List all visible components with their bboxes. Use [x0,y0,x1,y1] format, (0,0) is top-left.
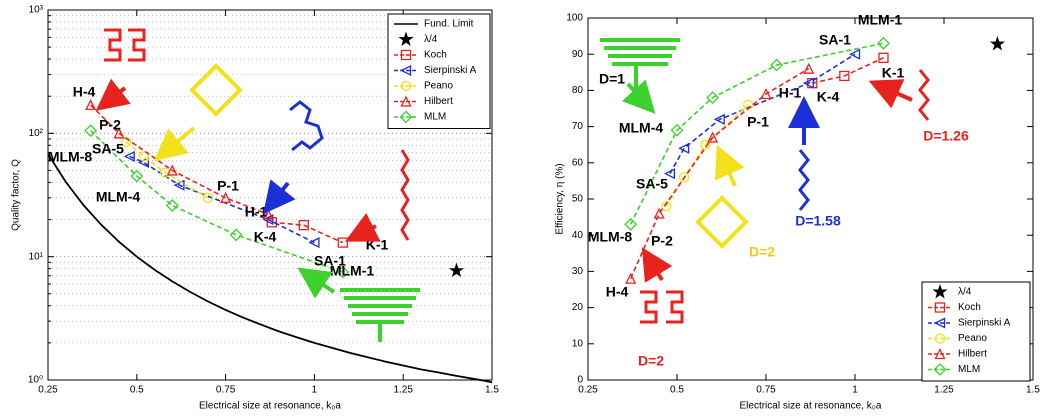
annotation: D=2 [638,353,664,369]
legend-label: MLM [958,364,980,375]
legend-label: λ/4 [958,287,972,298]
y-tick-label: 90 [572,49,584,60]
legend-label: Koch [424,50,447,61]
legend-label: Fund. Limit [424,19,474,30]
x-tick-label: 1.25 [393,385,413,396]
y-tick-label: 10³ [29,5,44,16]
y-tick-label: 70 [572,121,584,132]
annotation: K-1 [882,65,905,81]
x-tick-label: 1 [312,385,318,396]
legend-label: Peano [424,81,453,92]
y-tick-label: 10 [572,338,584,349]
legend-label: Hilbert [958,349,987,360]
annotation: H-4 [606,284,629,300]
annotation: SA-5 [636,176,668,192]
x-tick-label: 0.75 [756,385,776,396]
annotation: D=1 [599,71,625,87]
y-axis-label: Efficiency, η (%) [555,163,566,234]
legend-label: Peano [958,333,987,344]
annotation: P-2 [651,233,673,249]
x-axis-label: Electrical size at resonance, k₀a [740,401,882,412]
y-tick-label: 20 [572,302,584,313]
legend-label: Hilbert [424,96,453,107]
annotation: D=1.26 [923,128,969,144]
annotation: SA-1 [819,32,851,48]
annotation: MLM-1 [858,12,903,28]
legend-label: Sierpinski A [958,318,1011,329]
y-tick-label: 80 [572,85,584,96]
x-tick-label: 0.75 [216,385,236,396]
annotation: P-1 [217,178,239,194]
y-tick-label: 10¹ [29,251,44,262]
annotation: MLM-8 [48,149,93,165]
annotation: P-2 [99,117,121,133]
annotation: H-1 [245,204,268,220]
x-axis-label: Electrical size at resonance, k₀a [199,401,341,412]
y-tick-label: 60 [572,157,584,168]
annotation: MLM-4 [619,120,664,136]
annotation: H-4 [73,84,96,100]
figure: 10⁰10¹10²10³0.250.50.7511.251.5Electrica… [0,0,1049,418]
legend-label: Sierpinski A [424,65,477,76]
legend-label: λ/4 [424,34,438,45]
annotation: K-1 [366,237,389,253]
annotation: H-1 [779,85,802,101]
x-tick-label: 1.25 [934,385,954,396]
y-tick-label: 100 [566,13,583,24]
annotation: P-1 [747,114,769,130]
x-tick-label: 0.25 [578,385,598,396]
y-tick-label: 40 [572,230,584,241]
annotation: MLM-1 [330,263,375,279]
annotation: D=1.58 [795,213,841,229]
x-tick-label: 1.5 [1026,385,1040,396]
y-tick-label: 10² [29,128,44,139]
x-tick-label: 1.5 [485,385,499,396]
legend-label: MLM [424,112,446,123]
y-axis-label: Quality factor, Q [11,159,22,231]
annotation: MLM-4 [96,189,141,205]
y-tick-label: 50 [572,194,584,205]
annotation: MLM-8 [588,229,633,245]
annotation: D=2 [749,244,775,260]
x-tick-label: 0.5 [670,385,684,396]
legend-label: Koch [958,302,981,313]
annotation: K-4 [254,229,277,245]
y-tick-label: 30 [572,266,584,277]
x-tick-label: 0.5 [130,385,144,396]
x-tick-label: 1 [852,385,858,396]
x-tick-label: 0.25 [38,385,58,396]
annotation: K-4 [817,89,840,105]
annotation: SA-5 [92,141,124,157]
